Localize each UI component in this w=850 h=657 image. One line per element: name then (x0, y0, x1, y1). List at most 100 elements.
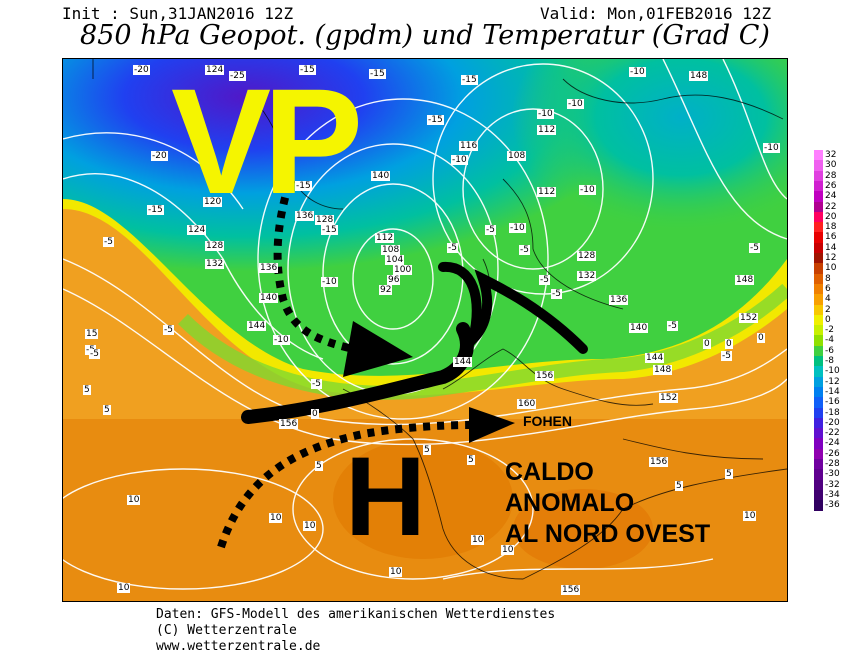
legend-swatch (814, 180, 823, 192)
legend-value: -4 (825, 335, 834, 346)
legend-value: -30 (825, 469, 840, 480)
legend-entry: 10 (814, 263, 850, 275)
legend-value: 16 (825, 232, 837, 243)
contour-value-label: 112 (375, 233, 395, 243)
warm-anomaly-line-3: AL NORD OVEST (505, 520, 711, 548)
contour-value-label: 124 (187, 225, 207, 235)
green-fringe (178, 283, 787, 400)
contour-value-label: 144 (645, 353, 665, 363)
legend-swatch (814, 376, 823, 388)
init-time-label: Init : Sun,31JAN2016 12Z (62, 4, 294, 23)
legend-entry: -20 (814, 417, 850, 429)
legend-value: -8 (825, 356, 834, 366)
legend-swatch (814, 201, 823, 213)
legend-value: 4 (825, 294, 831, 305)
legend-value: 20 (825, 211, 837, 222)
footer-copyright: (C) Wetterzentrale (156, 623, 297, 638)
contour-value-label: 0 (725, 339, 733, 349)
warm-anomaly-line-1: CALDO (505, 458, 594, 486)
legend-swatch (814, 211, 823, 223)
legend-swatch (814, 489, 823, 501)
contour-value-label: 5 (467, 455, 475, 465)
legend-value: 8 (825, 273, 831, 284)
map-title: 850 hPa Geopot. (gpdm) und Temperatur (G… (80, 20, 770, 51)
contour-value-label: 156 (535, 371, 555, 381)
contour-value-label: 5 (83, 385, 91, 395)
contour-value-label: -15 (321, 225, 338, 235)
contour-value-label: 10 (389, 567, 403, 577)
contour-value-label: -5 (485, 225, 496, 235)
legend-swatch (814, 479, 823, 491)
legend-swatch (814, 397, 823, 409)
contour-value-label: 140 (259, 293, 279, 303)
legend-value: -32 (825, 479, 840, 490)
legend-entry: 14 (814, 242, 850, 254)
contour-value-label: 136 (259, 263, 279, 273)
contour-value-label: 96 (387, 275, 401, 285)
contour-value-label: 10 (303, 521, 317, 531)
contour-value-label: 5 (725, 469, 733, 479)
contour-value-label: 132 (205, 259, 225, 269)
contour-value-label: -10 (537, 109, 554, 119)
legend-entry: 6 (814, 283, 850, 295)
legend-swatch (814, 428, 823, 440)
contour-value-label: 140 (371, 171, 391, 181)
legend-swatch (814, 417, 823, 429)
contour-value-label: 140 (629, 323, 649, 333)
legend-value: 22 (825, 201, 837, 212)
contour-value-label: 144 (453, 357, 473, 367)
contour-value-label: 148 (735, 275, 755, 285)
legend-swatch (814, 386, 823, 398)
contour-value-label: -10 (763, 143, 780, 153)
contour-value-label: 15 (85, 329, 99, 339)
legend-swatch (814, 314, 823, 326)
contour-value-label: -5 (447, 243, 458, 253)
contour-value-label: -5 (749, 243, 760, 253)
contour-value-label: 148 (653, 365, 673, 375)
contour-value-label: 156 (561, 585, 581, 595)
contour-value-label: 10 (501, 545, 515, 555)
legend-entry: -4 (814, 335, 850, 347)
contour-value-label: 160 (517, 399, 537, 409)
contour-value-label: 116 (459, 141, 479, 151)
contour-value-label: -5 (519, 245, 530, 255)
legend-swatch (814, 170, 823, 182)
contour-value-label: -5 (721, 351, 732, 361)
fohen-label: FOHEN (523, 413, 572, 429)
legend-swatch (814, 345, 823, 357)
warm-anomaly-line-2: ANOMALO (505, 489, 635, 517)
legend-value: 6 (825, 283, 831, 294)
legend-entry: -8 (814, 356, 850, 367)
contour-value-label: -10 (629, 67, 646, 77)
geopotential-contours (63, 59, 787, 590)
contour-value-label: -5 (539, 275, 550, 285)
contour-value-label: 124 (205, 65, 225, 75)
legend-value: 0 (825, 314, 831, 325)
legend-entry: 0 (814, 314, 850, 326)
legend-entry: -26 (814, 448, 850, 460)
map-background (63, 59, 787, 601)
legend-swatch (814, 407, 823, 419)
contour-value-label: 128 (315, 215, 335, 225)
legend-value: 28 (825, 170, 837, 181)
legend-entry: -14 (814, 386, 850, 398)
legend-entry: 18 (814, 222, 850, 234)
contour-value-label: 152 (739, 313, 759, 323)
legend-value: -20 (825, 417, 840, 428)
legend-value: -22 (825, 428, 840, 439)
legend-entry: -22 (814, 428, 850, 440)
contour-value-label: 5 (103, 405, 111, 415)
legend-entry: 20 (814, 211, 850, 223)
contour-value-label: -10 (509, 223, 526, 233)
legend-value: 14 (825, 242, 837, 253)
legend-swatch (814, 222, 823, 234)
contour-value-label: 10 (127, 495, 141, 505)
legend-entry: -36 (814, 500, 850, 512)
legend-entry: 16 (814, 232, 850, 244)
contour-value-label: 152 (659, 393, 679, 403)
contour-value-label: 5 (675, 481, 683, 491)
contour-value-label: -5 (551, 289, 562, 299)
legend-value: -36 (825, 500, 840, 511)
legend-value: -10 (825, 366, 840, 377)
contour-value-label: 132 (577, 271, 597, 281)
